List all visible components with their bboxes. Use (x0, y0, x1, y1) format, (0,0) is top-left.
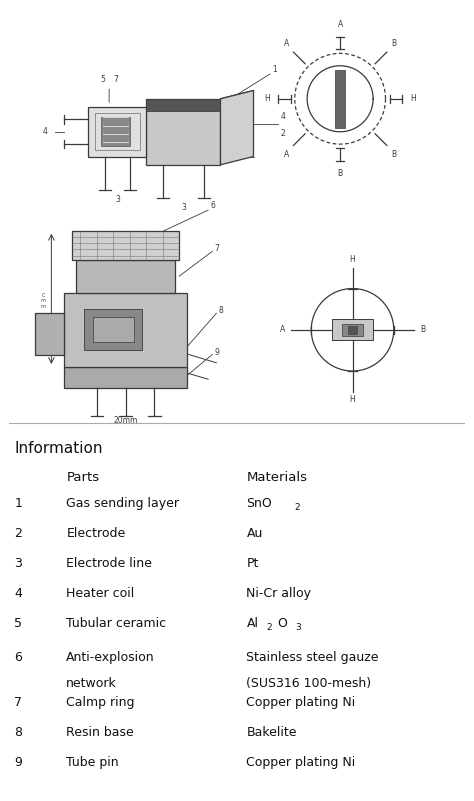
Text: Parts: Parts (66, 471, 100, 484)
Bar (64, 367, 188, 388)
Text: 3: 3 (295, 623, 301, 632)
Bar (335, 70, 345, 127)
Bar (76, 260, 175, 292)
Text: Bakelite: Bakelite (246, 726, 297, 739)
Text: 2: 2 (266, 623, 272, 632)
Text: O: O (277, 618, 287, 630)
Text: 7: 7 (14, 696, 22, 709)
Text: Resin base: Resin base (66, 726, 134, 739)
Text: A: A (280, 325, 285, 334)
Text: SnO: SnO (246, 497, 272, 510)
Text: 8: 8 (219, 306, 223, 316)
Bar (89, 107, 146, 156)
Text: H: H (264, 95, 270, 103)
Bar (332, 320, 373, 340)
Text: B: B (337, 169, 343, 178)
Text: 4: 4 (43, 127, 48, 136)
Text: Copper plating Ni: Copper plating Ni (246, 696, 356, 709)
Text: Tube pin: Tube pin (66, 756, 119, 769)
Text: 9: 9 (214, 348, 219, 356)
Text: B: B (391, 38, 396, 48)
Text: Electrode line: Electrode line (66, 557, 152, 570)
Bar (95, 113, 140, 151)
Text: Pt: Pt (246, 557, 259, 570)
Text: 3: 3 (181, 203, 186, 212)
Text: 2: 2 (280, 129, 285, 138)
Text: 3: 3 (115, 195, 120, 204)
Text: 4: 4 (14, 587, 22, 600)
Polygon shape (220, 91, 254, 165)
Text: Information: Information (14, 441, 103, 456)
Text: 9: 9 (14, 756, 22, 769)
Text: 20mm: 20mm (113, 416, 138, 425)
Text: 2: 2 (14, 527, 22, 541)
Text: 5: 5 (14, 618, 22, 630)
Text: 1: 1 (14, 497, 22, 510)
Text: 7: 7 (214, 244, 219, 253)
Bar (35, 313, 64, 355)
Text: Au: Au (246, 527, 263, 541)
Text: Stainless steel gauze: Stainless steel gauze (246, 651, 379, 664)
Bar (72, 231, 179, 260)
Text: Calmp ring: Calmp ring (66, 696, 135, 709)
Text: H: H (350, 396, 356, 405)
Text: A: A (337, 20, 343, 29)
Text: A: A (284, 38, 289, 48)
Text: Electrode: Electrode (66, 527, 126, 541)
Text: B: B (420, 325, 425, 334)
Text: 3: 3 (14, 557, 22, 570)
Text: Al: Al (246, 618, 258, 630)
Text: C
m
m: C m m (41, 292, 46, 309)
Text: 2: 2 (295, 503, 301, 512)
Text: 6: 6 (210, 201, 215, 210)
Text: Copper plating Ni: Copper plating Ni (246, 756, 356, 769)
Text: 4: 4 (280, 112, 285, 122)
Text: network: network (66, 678, 117, 690)
Bar (84, 309, 142, 350)
Text: 6: 6 (14, 651, 22, 664)
Text: Heater coil: Heater coil (66, 587, 135, 600)
Bar (64, 292, 188, 367)
Text: Ni-Cr alloy: Ni-Cr alloy (246, 587, 311, 600)
Text: H: H (410, 95, 416, 103)
Bar (146, 99, 220, 165)
Bar (348, 326, 356, 334)
Text: Gas sending layer: Gas sending layer (66, 497, 179, 510)
Text: Materials: Materials (246, 471, 308, 484)
Text: 8: 8 (14, 726, 22, 739)
Bar (342, 324, 363, 336)
Text: 5: 5 (100, 75, 105, 84)
Text: 7: 7 (113, 75, 118, 84)
Text: Anti-explosion: Anti-explosion (66, 651, 155, 664)
Text: A: A (284, 150, 289, 159)
Text: B: B (391, 150, 396, 159)
Text: Tubular ceramic: Tubular ceramic (66, 618, 166, 630)
Bar (146, 99, 220, 111)
Text: (SUS316 100-mesh): (SUS316 100-mesh) (246, 678, 372, 690)
Bar (92, 317, 134, 342)
Bar (101, 117, 130, 147)
Text: 1: 1 (272, 65, 277, 74)
Text: H: H (350, 256, 356, 264)
